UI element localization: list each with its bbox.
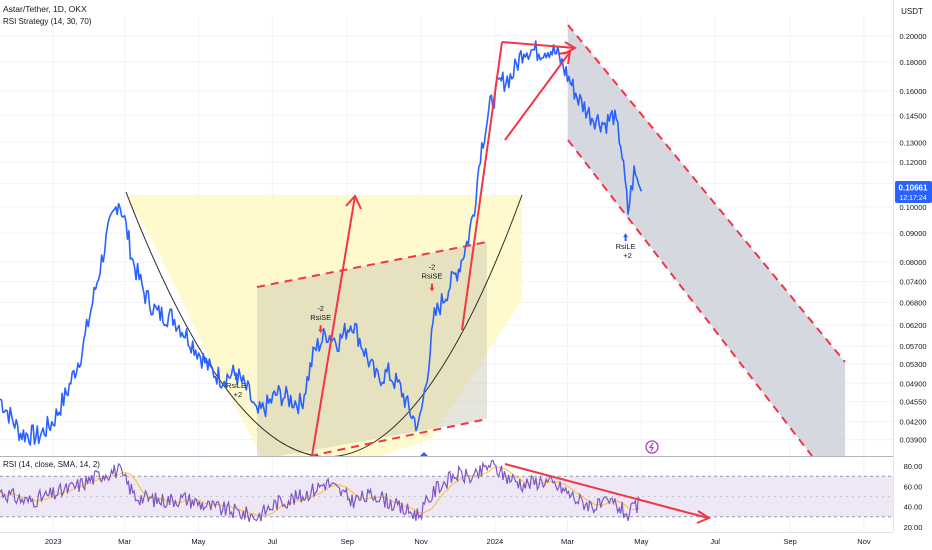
earnings-event-icon[interactable] bbox=[645, 440, 659, 454]
signal-qty: -2 bbox=[429, 263, 436, 272]
rising-channel-bottom[interactable] bbox=[309, 418, 488, 456]
arrow-up-1-head bbox=[345, 194, 362, 210]
time-axis-labels: 2023 Mar May Jul Sep Nov 2024 Mar May Jul Sep Nov bbox=[45, 537, 871, 546]
price-series-line[interactable] bbox=[0, 40, 643, 446]
signal-label: RsiSE bbox=[310, 313, 331, 322]
time-tick-label: Sep bbox=[783, 537, 796, 546]
short-arrow-icon bbox=[318, 325, 324, 334]
signal-long-marker[interactable]: RsiLE+2 bbox=[226, 371, 246, 399]
arrow-up-3-head bbox=[557, 50, 572, 65]
falling-channel-top[interactable] bbox=[567, 24, 846, 363]
time-tick-label: Jul bbox=[710, 537, 720, 546]
price-countdown: 12:17:24 bbox=[899, 195, 926, 202]
rsi-tick-label: 60.00 bbox=[904, 482, 923, 491]
price-tick-label: 0.04550 bbox=[899, 398, 926, 407]
time-tick-label: 2023 bbox=[45, 537, 62, 546]
cup-highlight[interactable] bbox=[126, 195, 522, 456]
time-tick-label: Mar bbox=[561, 537, 574, 546]
rising-channel-fill[interactable] bbox=[257, 242, 487, 460]
rsi-divergence-arrow[interactable] bbox=[504, 463, 709, 519]
rsi-tick-label: 20.00 bbox=[904, 523, 923, 532]
falling-channel-fill[interactable] bbox=[568, 25, 845, 456]
trend-drawings[interactable] bbox=[256, 24, 846, 456]
rising-channel-top[interactable] bbox=[256, 241, 488, 288]
price-scale[interactable] bbox=[893, 0, 932, 532]
rsi-divergence-arrow-head bbox=[696, 510, 712, 524]
arrow-top-horizontal[interactable] bbox=[501, 41, 576, 49]
rsi-tick-label: 40.00 bbox=[904, 503, 923, 512]
rsi-axis-labels: 80.00 60.00 40.00 20.00 bbox=[904, 462, 923, 532]
price-tick-label: 0.12000 bbox=[899, 158, 926, 167]
falling-channel-bottom[interactable] bbox=[567, 139, 813, 456]
time-tick-label: Nov bbox=[857, 537, 871, 546]
price-tick-label: 0.05300 bbox=[899, 360, 926, 369]
arrow-up-3[interactable] bbox=[504, 51, 571, 141]
time-tick-label: 2024 bbox=[487, 537, 504, 546]
signal-qty: -2 bbox=[317, 304, 324, 313]
price-tick-label: 0.04900 bbox=[899, 379, 926, 388]
arrow-up-2[interactable] bbox=[461, 41, 503, 331]
price-tick-label: 0.09000 bbox=[899, 229, 926, 238]
price-tick-label: 0.13000 bbox=[899, 138, 926, 147]
currency-label: USDT bbox=[901, 7, 923, 16]
price-tick-label: 0.10000 bbox=[899, 203, 926, 212]
price-tick-label: 0.08000 bbox=[899, 258, 926, 267]
price-axis-labels: 0.20000 0.18000 0.16000 0.14500 0.13000 0.120… bbox=[899, 32, 926, 445]
price-tick-label: 0.14500 bbox=[899, 111, 926, 120]
cup-curve[interactable] bbox=[125, 191, 523, 457]
long-arrow-icon bbox=[623, 233, 629, 242]
signal-qty: +2 bbox=[234, 390, 243, 399]
price-tick-label: 0.04200 bbox=[899, 417, 926, 426]
price-tick-label: 0.07400 bbox=[899, 277, 926, 286]
price-tick-label: 0.06200 bbox=[899, 321, 926, 330]
strategy-legend: RSI Strategy (14, 30, 70) bbox=[3, 17, 92, 26]
time-tick-label: May bbox=[191, 537, 205, 546]
time-tick-label: Mar bbox=[118, 537, 131, 546]
price-tick-label: 0.18000 bbox=[899, 58, 926, 67]
signal-label: RsiLE bbox=[226, 381, 246, 390]
chart-title: Astar/Tether, 1D, OKX bbox=[3, 4, 87, 14]
signal-qty: +2 bbox=[623, 251, 632, 260]
dividend-marker-icon bbox=[420, 452, 428, 456]
price-tick-label: 0.20000 bbox=[899, 32, 926, 41]
price-tick-label: 0.06800 bbox=[899, 298, 926, 307]
price-tick-label: 0.05700 bbox=[899, 342, 926, 351]
time-axis[interactable] bbox=[0, 532, 932, 550]
time-tick-label: Nov bbox=[414, 537, 428, 546]
signal-label: RsiSE bbox=[422, 272, 443, 281]
time-tick-label: May bbox=[634, 537, 648, 546]
current-price-badge[interactable]: 0.10661 12:17:24 bbox=[895, 181, 932, 203]
current-price-value: 0.10661 bbox=[899, 184, 928, 193]
arrow-up-1[interactable] bbox=[311, 195, 356, 456]
rsi-legend: RSI (14, close, SMA, 14, 2) bbox=[3, 460, 100, 469]
rsi-line[interactable] bbox=[0, 459, 641, 523]
price-tick-label: 0.16000 bbox=[899, 87, 926, 96]
time-tick-label: Sep bbox=[341, 537, 354, 546]
rsi-tick-label: 80.00 bbox=[904, 462, 923, 471]
short-arrow-icon bbox=[429, 283, 435, 292]
time-tick-label: Jul bbox=[267, 537, 277, 546]
signal-long-marker[interactable]: RsiLE+2 bbox=[616, 233, 636, 260]
signal-label: RsiLE bbox=[616, 242, 636, 251]
long-arrow-icon bbox=[233, 371, 239, 380]
price-tick-label: 0.03900 bbox=[899, 436, 926, 445]
